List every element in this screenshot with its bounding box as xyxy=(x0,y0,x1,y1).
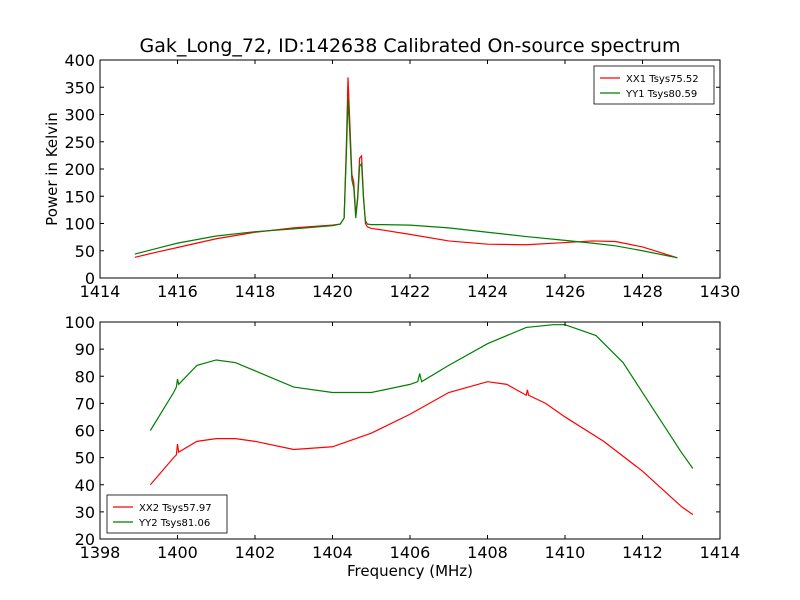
top-y-tick-label: 0 xyxy=(85,269,95,288)
bottom-y-tick-label: 50 xyxy=(75,449,95,468)
bottom-y-tick-label: 30 xyxy=(75,503,95,522)
bottom-y-tick-label: 90 xyxy=(75,340,95,359)
top-x-tick-label: 1422 xyxy=(390,282,431,301)
top-x-tick-label: 1426 xyxy=(545,282,586,301)
top-y-tick-label: 100 xyxy=(64,215,95,234)
bottom-x-axis-label: Frequency (MHz) xyxy=(347,562,473,580)
top-y-tick-label: 300 xyxy=(64,106,95,125)
top-y-tick-label: 350 xyxy=(64,78,95,97)
top-x-tick-label: 1416 xyxy=(157,282,198,301)
top-x-tick-label: 1430 xyxy=(700,282,741,301)
top-x-tick-label: 1428 xyxy=(622,282,663,301)
bottom-series-line-2 xyxy=(149,324,694,469)
bottom-x-tick-label: 1400 xyxy=(157,543,198,562)
top-legend-label-1: XX1 Tsys75.52 xyxy=(626,74,699,85)
bottom-legend: XX2 Tsys57.97 YY2 Tsys81.06 xyxy=(106,494,228,534)
bottom-x-tick-label: 1398 xyxy=(80,543,121,562)
bottom-legend-label-2: YY2 Tsys81.06 xyxy=(138,518,210,529)
top-series-line-2 xyxy=(134,98,678,259)
top-series-line-1 xyxy=(134,77,678,259)
bottom-plot-panel: 1398 1400 1402 1404 1406 1408 1410 1412 1414 20 30… xyxy=(64,313,740,580)
bottom-y-tick-label: 20 xyxy=(75,530,95,549)
bottom-legend-box xyxy=(106,494,228,534)
bottom-y-tick-label: 60 xyxy=(75,422,95,441)
bottom-x-tick-label: 1404 xyxy=(312,543,353,562)
bottom-y-tick-label: 80 xyxy=(75,367,95,386)
bottom-x-tick-label: 1410 xyxy=(545,543,586,562)
top-y-tick-label: 150 xyxy=(64,187,95,206)
bottom-series-line-1 xyxy=(149,381,694,516)
top-y-tick-label: 200 xyxy=(64,160,95,179)
top-y-tick-label: 400 xyxy=(64,51,95,70)
top-plot-panel: 1414 1416 1418 1420 1422 1424 1426 1428 1430 0 50 1… xyxy=(43,51,740,301)
top-legend-label-2: YY1 Tsys80.59 xyxy=(625,89,697,100)
top-x-tick-label: 1414 xyxy=(80,282,121,301)
bottom-y-tick-label: 100 xyxy=(64,313,95,332)
bottom-y-tick-label: 40 xyxy=(75,476,95,495)
top-y-tick-label: 250 xyxy=(64,133,95,152)
top-x-tick-label: 1418 xyxy=(235,282,276,301)
figure-title: Gak_Long_72, ID:142638 Calibrated On-sou… xyxy=(140,35,681,57)
bottom-legend-label-1: XX2 Tsys57.97 xyxy=(139,503,212,514)
bottom-x-tick-label: 1414 xyxy=(700,543,741,562)
top-y-axis-label: Power in Kelvin xyxy=(43,112,61,226)
top-legend-box xyxy=(593,65,715,105)
top-x-tick-label: 1424 xyxy=(467,282,508,301)
top-y-tick-label: 50 xyxy=(75,242,95,261)
top-legend: XX1 Tsys75.52 YY1 Tsys80.59 xyxy=(593,65,715,105)
top-x-tick-label: 1420 xyxy=(312,282,353,301)
bottom-x-tick-label: 1412 xyxy=(622,543,663,562)
bottom-y-tick-label: 70 xyxy=(75,394,95,413)
bottom-x-tick-label: 1408 xyxy=(467,543,508,562)
bottom-x-tick-label: 1402 xyxy=(235,543,276,562)
bottom-x-tick-label: 1406 xyxy=(390,543,431,562)
